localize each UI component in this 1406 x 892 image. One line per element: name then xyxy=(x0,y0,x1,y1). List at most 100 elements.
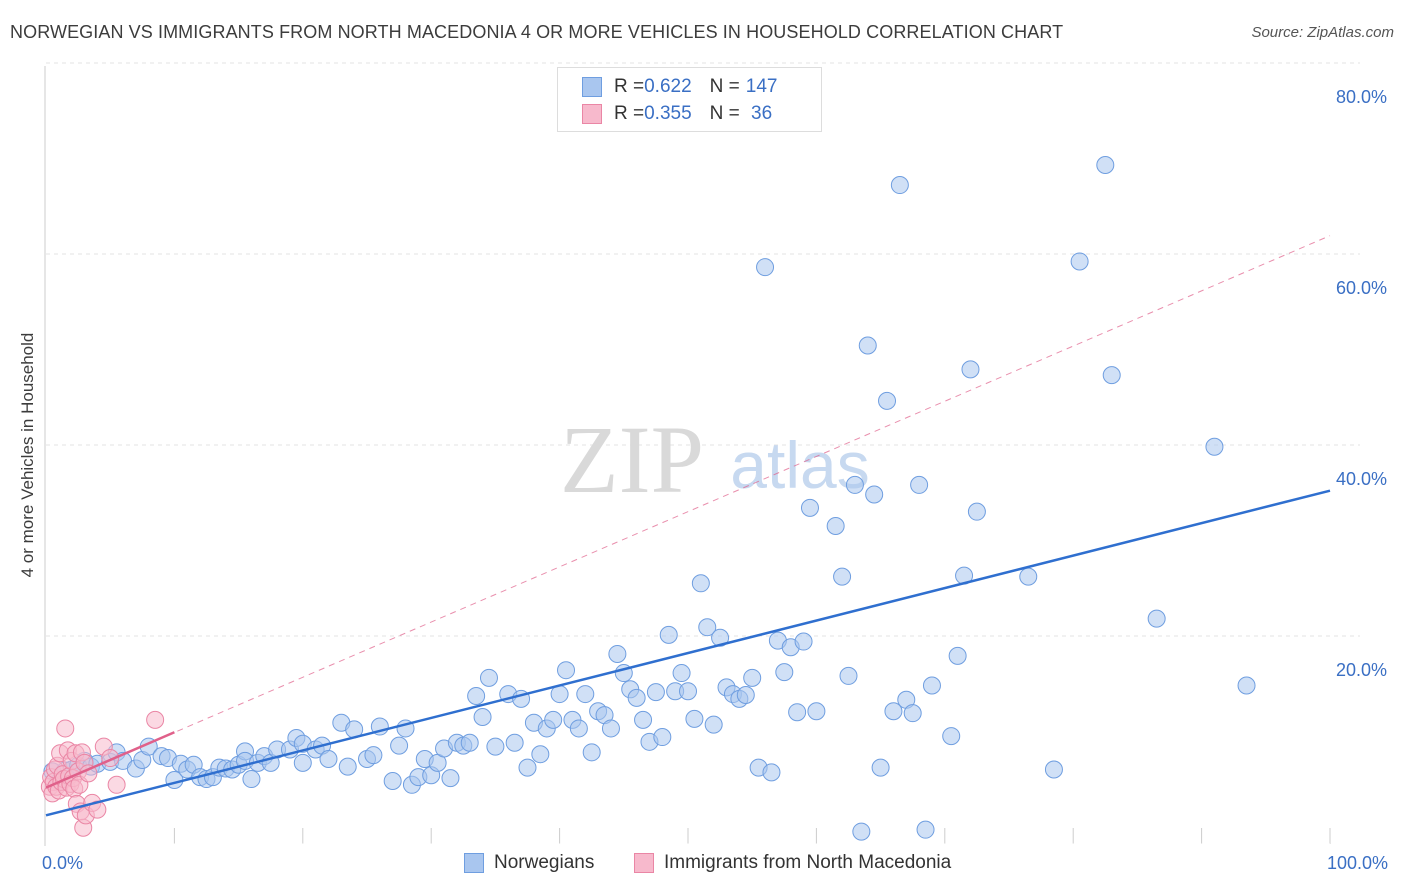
point-norwegian-62 xyxy=(479,668,498,687)
point-norwegian-117 xyxy=(852,822,871,841)
point-norwegian-110 xyxy=(794,632,813,651)
legend-r-label: R = xyxy=(614,103,645,124)
points-layer xyxy=(40,155,1256,841)
point-norwegian-61 xyxy=(473,707,492,726)
point-norwegian-95 xyxy=(698,618,717,637)
point-norwegian-140 xyxy=(1205,437,1224,456)
point-norwegian-56 xyxy=(441,769,460,788)
point-norwegian-94 xyxy=(691,574,710,593)
point-macedonia-35 xyxy=(146,710,165,729)
point-norwegian-116 xyxy=(845,475,864,494)
stats-legend: R = 0.622 N = 147 R = 0.355 N = 36 xyxy=(557,67,822,132)
point-norwegian-87 xyxy=(646,683,665,702)
point-norwegian-126 xyxy=(910,475,929,494)
point-norwegian-85 xyxy=(634,710,653,729)
point-norwegian-29 xyxy=(242,770,261,789)
legend-r-value: 0.622 xyxy=(644,76,692,97)
point-norwegian-37 xyxy=(293,753,312,772)
y-tick-60: 60.0% xyxy=(1336,278,1388,298)
point-norwegian-132 xyxy=(961,360,980,379)
point-norwegian-71 xyxy=(544,710,563,729)
legend-swatch-pink xyxy=(582,104,602,124)
point-norwegian-105 xyxy=(762,763,781,782)
point-norwegian-84 xyxy=(627,688,646,707)
point-norwegian-47 xyxy=(383,771,402,790)
legend-swatch-blue xyxy=(582,77,602,97)
point-norwegian-120 xyxy=(871,758,890,777)
watermark-atlas: atlas xyxy=(730,428,869,502)
watermark: ZIP atlas xyxy=(560,406,870,513)
point-norwegian-141 xyxy=(1237,676,1256,695)
point-norwegian-128 xyxy=(922,676,941,695)
series-legend: Norwegians Immigrants from North Macedon… xyxy=(0,852,1406,878)
x-tick-0: 0.0% xyxy=(42,853,84,873)
point-norwegian-80 xyxy=(601,719,620,738)
legend-n-value: 147 xyxy=(745,76,778,97)
point-norwegian-122 xyxy=(884,702,903,721)
series-label-norwegians: Norwegians xyxy=(494,852,595,873)
legend-n-label: N = xyxy=(709,103,740,124)
point-norwegian-136 xyxy=(1070,252,1089,271)
series-norwegian-points xyxy=(43,155,1256,841)
point-norwegian-89 xyxy=(659,625,678,644)
point-norwegian-121 xyxy=(878,391,897,410)
point-norwegian-63 xyxy=(486,737,505,756)
point-norwegian-133 xyxy=(967,502,986,521)
series-legend-macedonia: Immigrants from North Macedonia xyxy=(634,852,951,874)
point-norwegian-48 xyxy=(390,736,409,755)
legend-row-norwegians: R = 0.622 N = 147 xyxy=(582,75,777,99)
point-norwegian-135 xyxy=(1044,760,1063,779)
point-norwegian-127 xyxy=(916,820,935,839)
point-norwegian-73 xyxy=(557,661,576,680)
point-norwegian-81 xyxy=(608,644,627,663)
series-swatch-pink xyxy=(634,853,654,873)
point-norwegian-138 xyxy=(1102,366,1121,385)
point-norwegian-40 xyxy=(319,750,338,769)
point-norwegian-125 xyxy=(903,704,922,723)
x-tick-100: 100.0% xyxy=(1327,853,1389,873)
point-norwegian-77 xyxy=(582,743,601,762)
point-norwegian-88 xyxy=(653,728,672,747)
legend-row-macedonia: R = 0.355 N = 36 xyxy=(582,102,772,126)
point-norwegian-97 xyxy=(711,628,730,647)
point-norwegian-109 xyxy=(788,703,807,722)
series-legend-norwegians: Norwegians xyxy=(464,852,594,874)
point-norwegian-114 xyxy=(833,567,852,586)
point-norwegian-60 xyxy=(467,686,486,705)
chart-title: NORWEGIAN VS IMMIGRANTS FROM NORTH MACED… xyxy=(10,22,1064,42)
y-tick-80: 80.0% xyxy=(1336,87,1388,107)
series-swatch-blue xyxy=(464,853,484,873)
series-label-macedonia: Immigrants from North Macedonia xyxy=(664,852,952,873)
point-norwegian-129 xyxy=(942,727,961,746)
point-norwegian-102 xyxy=(743,668,762,687)
trend-macedonia xyxy=(45,731,175,789)
point-norwegian-69 xyxy=(531,745,550,764)
point-norwegian-104 xyxy=(756,258,775,277)
point-norwegian-96 xyxy=(704,715,723,734)
point-norwegian-107 xyxy=(775,663,794,682)
point-norwegian-101 xyxy=(736,686,755,705)
point-norwegian-130 xyxy=(948,646,967,665)
point-norwegian-67 xyxy=(518,758,537,777)
source-label: Source: ZipAtlas.com xyxy=(1251,24,1394,41)
point-norwegian-42 xyxy=(338,757,357,776)
point-norwegian-139 xyxy=(1147,609,1166,628)
point-norwegian-137 xyxy=(1096,155,1115,174)
legend-n-label: N = xyxy=(709,76,740,97)
point-norwegian-92 xyxy=(679,682,697,701)
trend-norwegian xyxy=(45,489,1331,817)
point-norwegian-59 xyxy=(460,733,479,752)
point-norwegian-112 xyxy=(807,702,826,721)
point-norwegian-65 xyxy=(505,733,524,752)
point-macedonia-34 xyxy=(107,775,126,794)
point-norwegian-93 xyxy=(685,709,704,728)
point-norwegian-45 xyxy=(364,746,383,765)
point-macedonia-12 xyxy=(56,719,75,738)
point-norwegian-118 xyxy=(858,336,877,355)
point-norwegian-115 xyxy=(839,666,858,685)
point-norwegian-113 xyxy=(826,516,845,535)
point-norwegian-123 xyxy=(890,176,909,195)
point-norwegian-111 xyxy=(800,498,819,517)
grid-layer xyxy=(44,62,1360,846)
